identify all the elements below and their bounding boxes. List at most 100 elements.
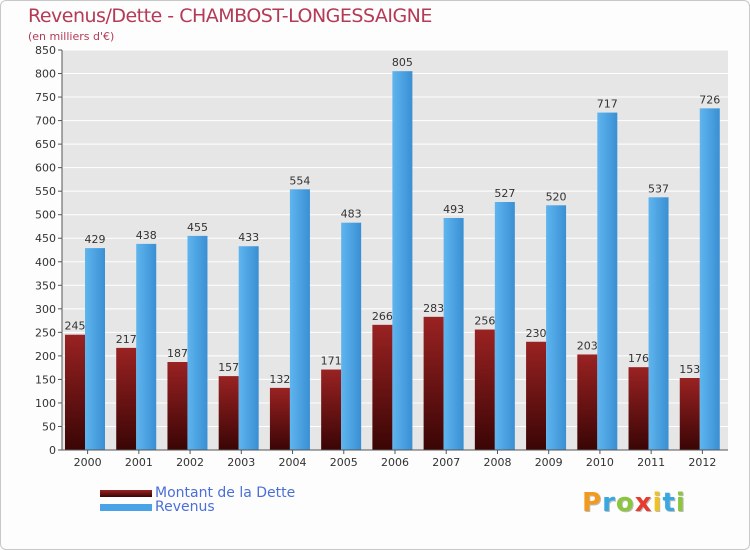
y-tick-label: 300 — [35, 303, 56, 316]
data-label: 283 — [423, 302, 444, 315]
data-label: 483 — [341, 208, 362, 221]
x-tick-label: 2002 — [176, 456, 204, 469]
data-label: 805 — [392, 56, 413, 69]
bar-dette — [116, 347, 137, 450]
bar-revenus — [699, 108, 720, 451]
y-tick-label: 250 — [35, 326, 56, 339]
y-tick-label: 650 — [35, 138, 56, 151]
data-label: 230 — [526, 327, 547, 340]
x-tick-label: 2011 — [637, 456, 665, 469]
y-tick-label: 850 — [35, 44, 56, 57]
y-tick-label: 400 — [35, 256, 56, 269]
bar-revenus — [187, 235, 208, 450]
x-tick-label: 2010 — [586, 456, 614, 469]
legend-label-dette: Montant de la Dette — [155, 484, 296, 501]
data-label: 537 — [648, 182, 669, 195]
data-label: 455 — [187, 221, 208, 234]
logo-letter: i — [675, 488, 686, 518]
bar-revenus — [546, 205, 567, 450]
bar-revenus — [85, 248, 105, 450]
y-tick-label: 750 — [35, 91, 56, 104]
logo-letter: x — [634, 488, 653, 518]
chart-title: Revenus/Dette - CHAMBOST-LONGESSAIGNE — [28, 5, 432, 27]
x-tick-label: 2004 — [279, 456, 307, 469]
bar-revenus — [443, 218, 464, 450]
bar-dette — [474, 329, 495, 450]
data-label: 176 — [628, 352, 649, 365]
chart-subtitle: (en milliers d'€) — [28, 30, 115, 43]
bar-dette — [321, 369, 342, 450]
y-tick-label: 700 — [35, 115, 56, 128]
data-label: 520 — [546, 190, 567, 203]
bar-dette — [679, 378, 700, 450]
proxiti-logo: Proxiti — [582, 488, 686, 518]
logo-letter: t — [662, 488, 676, 518]
data-label: 493 — [443, 203, 464, 216]
data-label: 256 — [474, 315, 495, 328]
legend-item-revenus: Revenus — [100, 498, 295, 515]
data-label: 438 — [136, 229, 157, 242]
legend-item-dette: Montant de la Dette — [100, 484, 296, 501]
x-tick-label: 2007 — [432, 456, 460, 469]
x-tick-label: 2000 — [74, 456, 102, 469]
data-label: 726 — [699, 93, 720, 106]
bar-revenus — [648, 197, 669, 450]
x-tick-label: 2005 — [330, 456, 358, 469]
data-label: 429 — [85, 233, 106, 246]
y-tick-label: 800 — [35, 68, 56, 81]
bar-dette — [628, 367, 649, 450]
bar-revenus — [597, 112, 618, 451]
y-tick-label: 0 — [49, 444, 56, 457]
bar-dette — [218, 376, 239, 450]
bar-revenus — [392, 71, 413, 451]
legend-swatch-dette — [100, 489, 152, 497]
bar-revenus — [238, 246, 259, 450]
x-tick-label: 2008 — [483, 456, 511, 469]
data-label: 171 — [321, 355, 342, 368]
x-tick-label: 2006 — [381, 456, 409, 469]
bar-dette — [65, 334, 85, 450]
data-label: 245 — [65, 320, 86, 333]
x-tick-label: 2012 — [688, 456, 716, 469]
bar-dette — [372, 324, 393, 450]
data-label: 203 — [577, 339, 598, 352]
bar-revenus — [341, 222, 362, 450]
bar-revenus — [136, 243, 157, 450]
bar-dette — [423, 316, 444, 450]
logo-letter: o — [615, 488, 635, 518]
bar-revenus — [289, 189, 310, 450]
bar-dette — [269, 387, 290, 450]
x-tick-label: 2009 — [535, 456, 563, 469]
data-label: 433 — [238, 231, 259, 244]
data-label: 217 — [116, 333, 137, 346]
y-tick-label: 200 — [35, 350, 56, 363]
data-label: 717 — [597, 98, 618, 111]
bar-dette — [577, 354, 598, 450]
y-tick-label: 150 — [35, 373, 56, 386]
x-tick-label: 2003 — [227, 456, 255, 469]
data-label: 157 — [218, 361, 239, 374]
legend-swatch-revenus — [100, 503, 152, 511]
data-label: 153 — [679, 363, 700, 376]
bar-dette — [167, 362, 188, 450]
data-label: 132 — [269, 373, 290, 386]
y-tick-label: 600 — [35, 162, 56, 175]
legend-label-revenus: Revenus — [155, 498, 215, 515]
data-label: 554 — [289, 174, 310, 187]
y-tick-label: 500 — [35, 209, 56, 222]
bar-revenus — [494, 202, 515, 450]
bar-dette — [526, 341, 547, 450]
y-tick-label: 50 — [42, 420, 56, 433]
data-label: 266 — [372, 310, 393, 323]
logo-letter: r — [602, 488, 616, 518]
y-tick-label: 450 — [35, 232, 56, 245]
logo-letter: i — [652, 488, 663, 518]
y-tick-label: 100 — [35, 397, 56, 410]
data-label: 187 — [167, 347, 188, 360]
logo-letter: P — [582, 488, 603, 518]
legend: Montant de la Dette Revenus — [100, 484, 296, 515]
data-label: 527 — [494, 187, 515, 200]
y-tick-label: 350 — [35, 279, 56, 292]
x-tick-label: 2001 — [125, 456, 153, 469]
